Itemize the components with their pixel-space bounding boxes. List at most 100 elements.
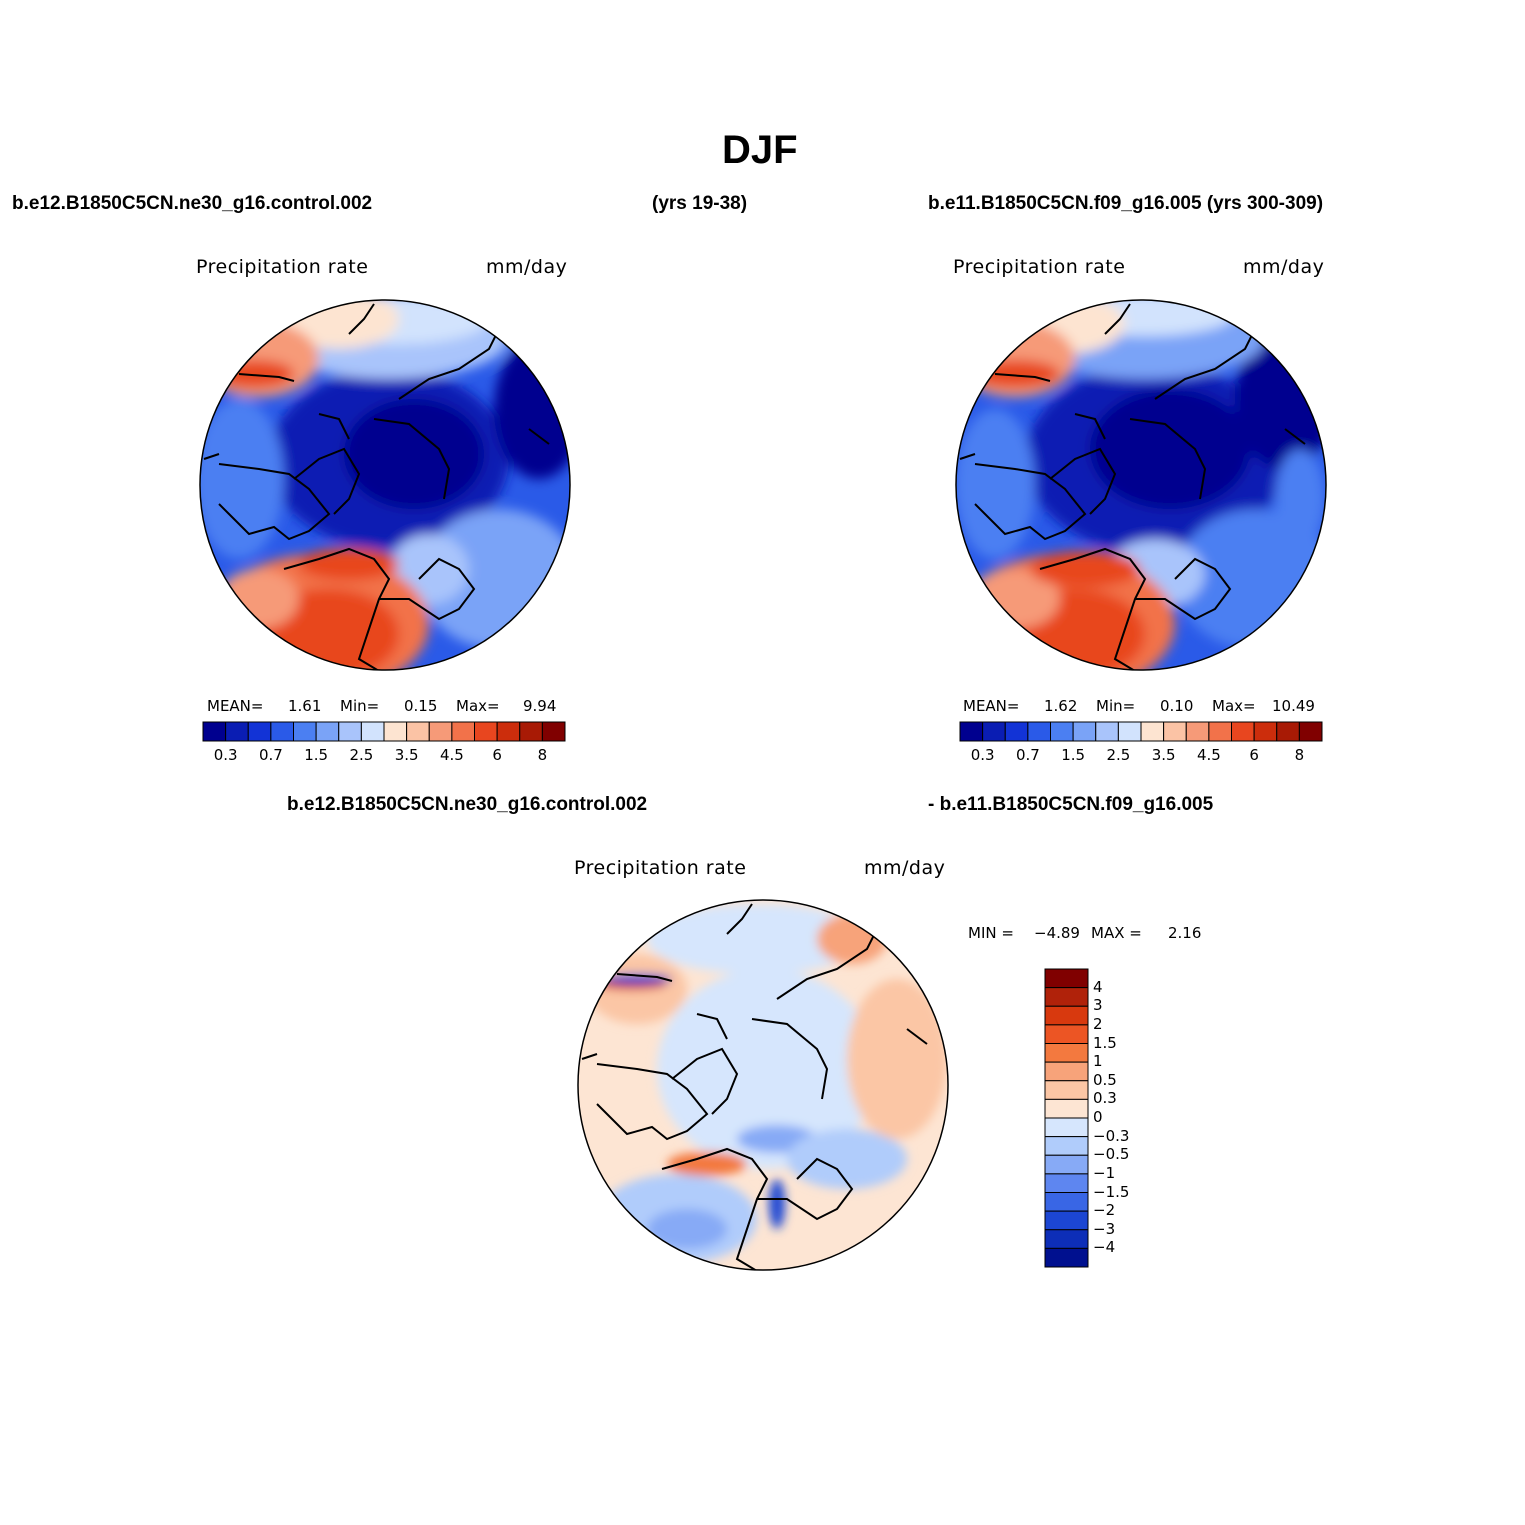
colorbar-swatch: [1050, 721, 1074, 742]
colorbar-tick-label: 0.7: [1015, 746, 1040, 764]
colorbar-tick-label: 4.5: [1196, 746, 1221, 764]
diff-max-value: 2.16: [1168, 924, 1202, 942]
left-case-label: b.e12.B1850C5CN.ne30_g16.control.002: [12, 193, 373, 214]
colorbar-swatch: [474, 721, 498, 742]
colorbar-tick-label: −1.5: [1093, 1182, 1130, 1201]
map-diff-units: mm/day: [864, 857, 946, 879]
map-b-mean-label: MEAN=: [963, 697, 1020, 715]
colorbar-tick-label: 4: [1093, 977, 1103, 996]
colorbar-swatch: [247, 721, 272, 742]
map-a-max-value: 9.94: [523, 697, 557, 715]
colorbar-swatch: [1185, 721, 1210, 742]
map-b-units: mm/day: [1243, 256, 1325, 278]
colorbar-swatch: [1253, 721, 1278, 742]
colorbar-swatch: [541, 721, 566, 742]
diff-case-a-label: b.e12.B1850C5CN.ne30_g16.control.002: [287, 794, 648, 815]
colorbar-swatch: [1044, 1210, 1089, 1231]
colorbar-swatch: [428, 721, 453, 742]
map-b-min-label: Min=: [1096, 697, 1136, 715]
colorbar-tick-label: 6: [492, 746, 502, 764]
map-b-max-label: Max=: [1212, 697, 1256, 715]
diff-min-value: −4.89: [1034, 924, 1080, 942]
colorbar-tick-label: 8: [537, 746, 548, 764]
colorbar-swatch: [519, 721, 543, 742]
map-a-mean-label: MEAN=: [207, 697, 264, 715]
map-a-mean-value: 1.61: [288, 697, 322, 715]
colorbar-swatch: [383, 721, 408, 742]
map-a-min-label: Min=: [340, 697, 380, 715]
colorbar-swatch: [1044, 1247, 1089, 1268]
left-years-label: (yrs 19-38): [652, 193, 748, 214]
colorbar-swatch: [1044, 1229, 1089, 1249]
colorbar-swatch: [1117, 721, 1142, 742]
colorbar-swatch: [1044, 1043, 1089, 1063]
colorbar-swatch: [1298, 721, 1323, 742]
colorbar-tick-label: −3: [1093, 1219, 1116, 1238]
colorbar-b: [959, 721, 1323, 742]
colorbar-swatch: [1027, 721, 1051, 742]
colorbar-swatch: [293, 721, 317, 742]
map-a-min-value: 0.15: [404, 697, 438, 715]
colorbar-tick-label: −4: [1093, 1238, 1116, 1257]
colorbar-diff: [1044, 968, 1089, 1268]
map-b-variable: Precipitation rate: [953, 256, 1126, 278]
colorbar-tick-label: 2.5: [1106, 746, 1131, 764]
colorbar-swatch: [1044, 1117, 1089, 1138]
colorbar-swatch: [1044, 1024, 1089, 1044]
colorbar-tick-label: 0.3: [970, 746, 995, 764]
colorbar-tick-label: 1.5: [1093, 1033, 1117, 1052]
colorbar-swatch: [496, 721, 521, 742]
colorbar-swatch: [1044, 968, 1089, 989]
diff-min-label: MIN =: [968, 924, 1014, 942]
colorbar-swatch: [1072, 721, 1097, 742]
colorbar-swatch: [270, 721, 294, 742]
colorbar-tick-label: 2.5: [349, 746, 374, 764]
colorbar-swatch: [338, 721, 362, 742]
colorbar-swatch: [1044, 1136, 1089, 1156]
colorbar-tick-label: 0.3: [1093, 1089, 1117, 1108]
colorbar-swatch: [451, 721, 475, 742]
colorbar-tick-label: 1: [1093, 1052, 1103, 1071]
map-a-units: mm/day: [486, 256, 568, 278]
colorbar-tick-label: 3.5: [1151, 746, 1176, 764]
map-a: [199, 299, 571, 671]
colorbar-swatch: [982, 721, 1006, 742]
colorbar-tick-label: 0.3: [213, 746, 238, 764]
colorbar-tick-label: 4.5: [439, 746, 464, 764]
colorbar-tick-label: 8: [1294, 746, 1305, 764]
colorbar-swatch: [360, 721, 385, 742]
right-case-label: b.e11.B1850C5CN.f09_g16.005 (yrs 300-309…: [928, 193, 1324, 214]
map-b-mean-value: 1.62: [1044, 697, 1078, 715]
colorbar-swatch: [1044, 1154, 1089, 1175]
colorbar-swatch: [959, 721, 984, 742]
colorbar-swatch: [1044, 1192, 1089, 1212]
colorbar-swatch: [1044, 1080, 1089, 1100]
colorbar-swatch: [1044, 987, 1089, 1007]
colorbar-swatch: [1004, 721, 1029, 742]
map-b-min-value: 0.10: [1160, 697, 1194, 715]
colorbar-swatch: [1208, 721, 1232, 742]
colorbar-swatch: [1276, 721, 1300, 742]
map-b: [955, 299, 1327, 671]
colorbar-swatch: [225, 721, 249, 742]
colorbar-a: [202, 721, 566, 742]
colorbar-swatch: [1044, 1061, 1089, 1082]
colorbar-tick-label: −0.5: [1093, 1145, 1130, 1164]
colorbar-tick-label: 2: [1093, 1014, 1103, 1033]
colorbar-swatch: [1044, 1173, 1089, 1193]
colorbar-tick-label: 1.5: [304, 746, 329, 764]
colorbar-swatch: [406, 721, 430, 742]
map-b-max-value: 10.49: [1272, 697, 1315, 715]
colorbar-tick-label: 3.5: [394, 746, 419, 764]
page-title: DJF: [722, 128, 798, 172]
colorbar-swatch: [1163, 721, 1187, 742]
colorbar-tick-label: 0.5: [1093, 1070, 1117, 1089]
diff-max-label: MAX =: [1091, 924, 1142, 942]
colorbar-tick-label: 6: [1249, 746, 1259, 764]
colorbar-tick-label: 1.5: [1061, 746, 1086, 764]
diff-case-b-label: - b.e11.B1850C5CN.f09_g16.005: [928, 794, 1214, 815]
colorbar-swatch: [315, 721, 340, 742]
colorbar-tick-label: 0: [1093, 1108, 1103, 1126]
map-a-max-label: Max=: [456, 697, 500, 715]
colorbar-swatch: [1095, 721, 1119, 742]
